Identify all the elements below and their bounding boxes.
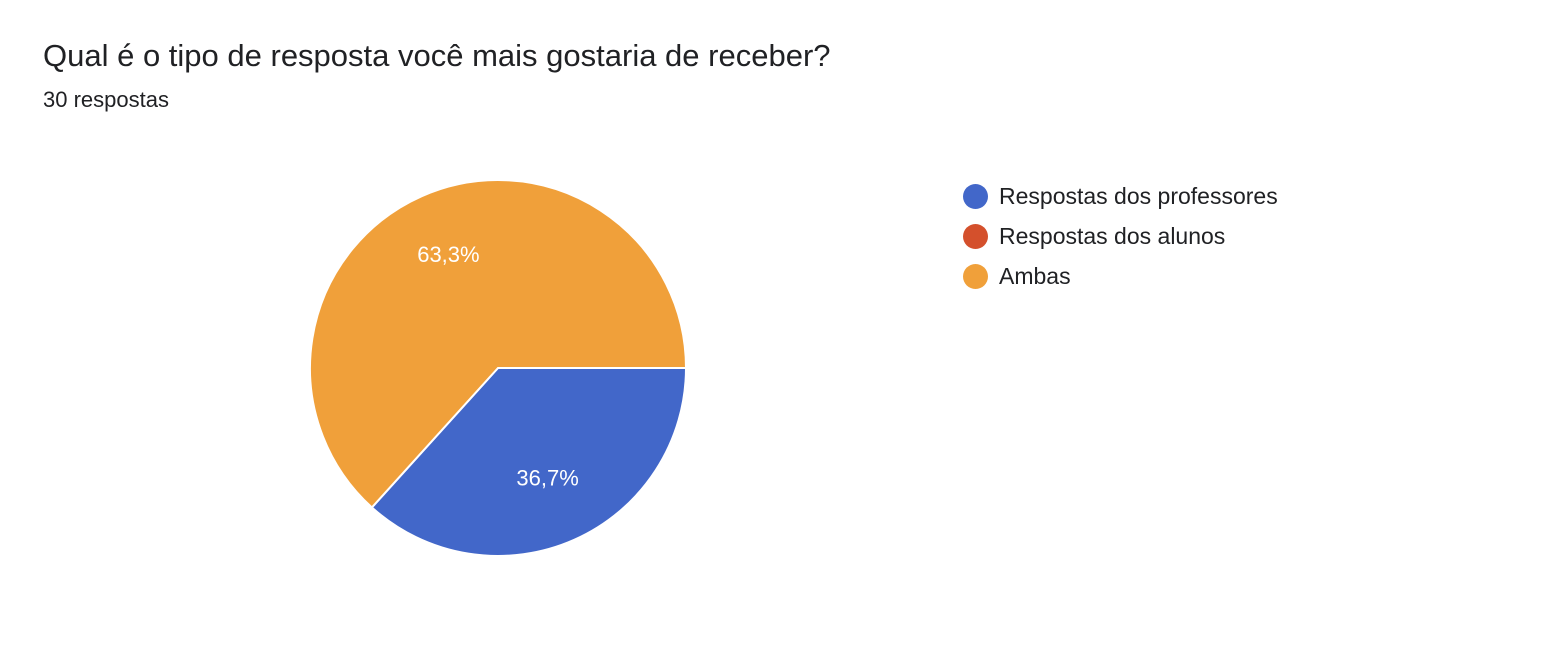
response-count: 30 respostas (43, 87, 169, 112)
slice-value-label: 36,7% (516, 465, 578, 490)
pie-slice-labels: 36,7% 63,3% (417, 242, 579, 490)
legend-item-respostas-dos-alunos[interactable]: Respostas dos alunos (963, 216, 1278, 256)
legend-swatch-circle-icon (963, 183, 988, 209)
legend-item-respostas-dos-professores[interactable]: Respostas dos professores (963, 176, 1278, 216)
legend-swatch-circle-icon (963, 223, 988, 249)
slice-value-label: 63,3% (417, 242, 479, 267)
legend-item-ambas[interactable]: Ambas (963, 256, 1278, 296)
legend-label: Respostas dos professores (999, 183, 1278, 209)
legend-swatch-circle-icon (963, 263, 988, 289)
chart-legend: Respostas dos professores Respostas dos … (963, 176, 1278, 296)
pie-slices (309, 179, 688, 557)
pie-slice-respostas-dos-professores[interactable] (370, 367, 688, 557)
legend-label: Respostas dos alunos (999, 223, 1226, 249)
question-title: Qual é o tipo de resposta você mais gost… (43, 38, 831, 73)
legend-label: Ambas (999, 263, 1071, 289)
pie-slice-ambas[interactable] (309, 179, 688, 509)
